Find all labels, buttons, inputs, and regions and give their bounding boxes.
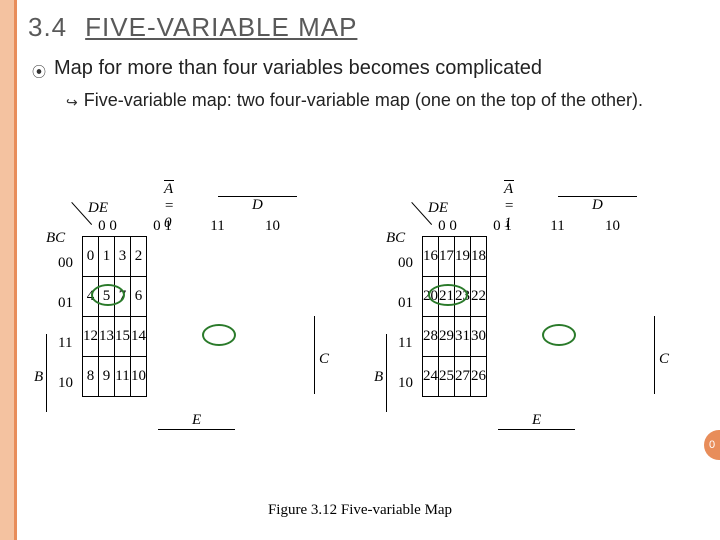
d-label: D (558, 196, 637, 214)
col-headers-left: 0 0 0 1 11 10 (80, 218, 300, 235)
col-hdr: 0 1 (475, 218, 530, 235)
col-hdr: 11 (530, 218, 585, 235)
cell: 16 (423, 237, 439, 277)
row-hdr: 10 (398, 363, 413, 403)
d-label: D (218, 196, 297, 214)
cell: 0 (83, 237, 99, 277)
main-bullet-text: Map for more than four variables becomes… (54, 57, 542, 82)
grid-right: 16 17 19 18 20 21 23 22 28 29 31 30 (422, 236, 487, 397)
cell: 30 (471, 317, 487, 357)
cell: 24 (423, 357, 439, 397)
cell: 12 (83, 317, 99, 357)
col-hdr: 11 (190, 218, 245, 235)
cell: 3 (115, 237, 131, 277)
cell: 9 (99, 357, 115, 397)
main-bullet: ⦿ Map for more than four variables becom… (32, 57, 708, 82)
cell: 25 (439, 357, 455, 397)
cell: 4 (83, 277, 99, 317)
cell: 10 (131, 357, 147, 397)
row-hdr: 00 (398, 243, 413, 283)
cell: 14 (131, 317, 147, 357)
sub-bullet: ↪ Five-variable map: two four-variable m… (66, 90, 708, 111)
kmap-table-right: 16 17 19 18 20 21 23 22 28 29 31 30 (422, 236, 487, 397)
kmap-container: A = 0 DE BC D C B E 0 0 0 1 11 10 00 01 … (44, 188, 694, 498)
e-label: E (498, 410, 575, 428)
col-hdr: 0 1 (135, 218, 190, 235)
cell: 15 (115, 317, 131, 357)
col-headers-right: 0 0 0 1 11 10 (420, 218, 640, 235)
row-hdr: 11 (398, 323, 413, 363)
de-label: DE (428, 200, 448, 217)
cell: 31 (455, 317, 471, 357)
row-hdr: 01 (398, 283, 413, 323)
row-headers-right: 00 01 11 10 (398, 243, 413, 403)
cell: 18 (471, 237, 487, 277)
cell: 6 (131, 277, 147, 317)
de-label: DE (88, 200, 108, 217)
cell: 27 (455, 357, 471, 397)
cell: 28 (423, 317, 439, 357)
cell: 11 (115, 357, 131, 397)
slide-content: 3.4 FIVE-VARIABLE MAP ⦿ Map for more tha… (28, 12, 708, 115)
b-label: B (34, 338, 47, 416)
col-hdr: 0 0 (80, 218, 135, 235)
col-hdr: 0 0 (420, 218, 475, 235)
highlight-circle (202, 324, 236, 346)
cell: 13 (99, 317, 115, 357)
row-headers-left: 00 01 11 10 (58, 243, 73, 403)
cell: 19 (455, 237, 471, 277)
heading: 3.4 FIVE-VARIABLE MAP (28, 12, 708, 43)
row-hdr: 01 (58, 283, 73, 323)
kmap-table-left: 0 1 3 2 4 5 7 6 12 13 15 14 (82, 236, 147, 397)
bullet-icon: ⦿ (32, 57, 46, 82)
e-label: E (158, 410, 235, 428)
sub-bullet-text: Five-variable map: two four-variable map… (84, 90, 643, 111)
cell: 1 (99, 237, 115, 277)
c-label: C (314, 320, 329, 398)
col-hdr: 10 (585, 218, 640, 235)
col-hdr: 10 (245, 218, 300, 235)
c-label: C (654, 320, 669, 398)
cell: 23 (455, 277, 471, 317)
page-badge: 0 (704, 430, 720, 460)
grid-left: 0 1 3 2 4 5 7 6 12 13 15 14 (82, 236, 147, 397)
cell: 22 (471, 277, 487, 317)
row-hdr: 00 (58, 243, 73, 283)
row-hdr: 10 (58, 363, 73, 403)
cell: 29 (439, 317, 455, 357)
cell: 8 (83, 357, 99, 397)
section-number: 3.4 (28, 12, 67, 43)
sub-bullet-icon: ↪ (66, 90, 78, 111)
row-hdr: 11 (58, 323, 73, 363)
cell: 2 (131, 237, 147, 277)
cell: 17 (439, 237, 455, 277)
cell: 7 (115, 277, 131, 317)
cell: 26 (471, 357, 487, 397)
left-accent-band (0, 0, 14, 540)
cell: 5 (99, 277, 115, 317)
figure-caption: Figure 3.12 Five-variable Map (0, 502, 720, 519)
highlight-circle (542, 324, 576, 346)
cell: 21 (439, 277, 455, 317)
left-accent-strip (14, 0, 17, 540)
b-label: B (374, 338, 387, 416)
section-title: FIVE-VARIABLE MAP (85, 12, 357, 43)
cell: 20 (423, 277, 439, 317)
